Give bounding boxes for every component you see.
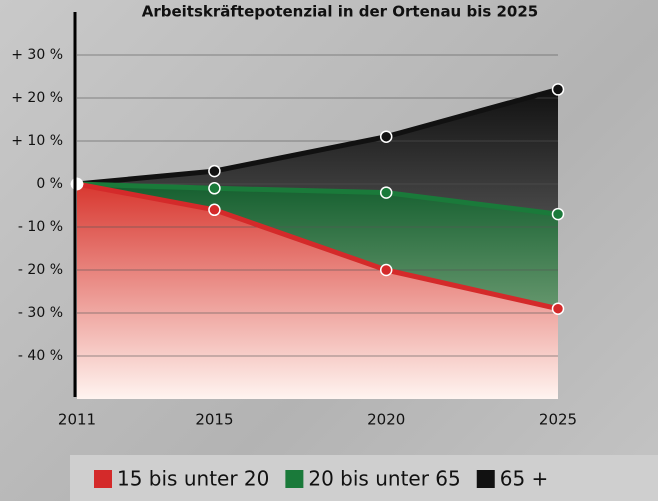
point [208,164,221,178]
y-tick-label: - 20 % [18,262,63,278]
line [76,181,559,312]
area [77,184,558,399]
point [379,263,393,277]
point [551,302,565,315]
x-tick-label: 2020 [367,411,405,429]
y-tick-label: + 10 % [11,133,63,149]
x-tick-label: 2025 [539,411,577,429]
y-tick-label: 0 % [36,176,63,192]
y-tick-label: - 40 % [18,348,63,364]
legend-label: 65 + [500,467,549,491]
point [70,177,84,191]
y-tick-label: + 30 % [11,47,63,63]
legend-swatch [285,470,304,488]
point [208,203,221,217]
legend-label: 20 bis unter 65 [308,467,460,491]
point [551,207,565,221]
line [76,86,559,187]
y-tick-label: - 30 % [18,305,63,321]
legend-swatch [94,470,112,488]
point [208,182,221,195]
legend-label: 15 bis unter 20 [117,467,269,491]
point [379,186,393,199]
y-tick-label: - 10 % [18,219,63,235]
x-tick-label: 2015 [195,411,233,429]
y-tick-label: + 20 % [11,90,63,106]
chart-title: Arbeitskräftepotenzial in der Ortenau bi… [142,3,539,21]
point [551,83,565,96]
x-tick-label: 2011 [58,411,96,429]
legend-swatch [476,470,495,488]
line [76,181,559,217]
legend-background [70,455,658,501]
point [379,130,393,143]
